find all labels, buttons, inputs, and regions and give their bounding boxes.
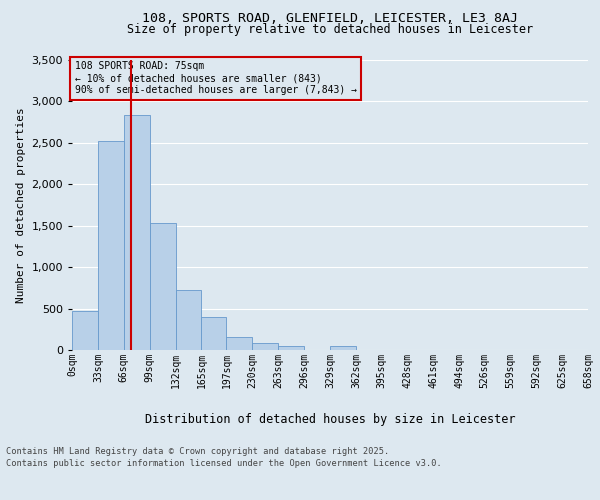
Text: Distribution of detached houses by size in Leicester: Distribution of detached houses by size … [145, 412, 515, 426]
Bar [330, 346, 356, 350]
Bar [253, 343, 278, 350]
Bar [278, 346, 304, 350]
Bar [98, 141, 124, 350]
Text: Contains public sector information licensed under the Open Government Licence v3: Contains public sector information licen… [6, 459, 442, 468]
Text: 108 SPORTS ROAD: 75sqm
← 10% of detached houses are smaller (843)
90% of semi-de: 108 SPORTS ROAD: 75sqm ← 10% of detached… [74, 62, 356, 94]
Bar [124, 114, 149, 350]
Bar [72, 311, 98, 350]
Text: 108, SPORTS ROAD, GLENFIELD, LEICESTER, LE3 8AJ: 108, SPORTS ROAD, GLENFIELD, LEICESTER, … [142, 12, 518, 26]
Bar [202, 317, 226, 350]
Y-axis label: Number of detached properties: Number of detached properties [16, 107, 26, 303]
Bar [149, 223, 176, 350]
Text: Size of property relative to detached houses in Leicester: Size of property relative to detached ho… [127, 23, 533, 36]
Bar [176, 290, 202, 350]
Text: Contains HM Land Registry data © Crown copyright and database right 2025.: Contains HM Land Registry data © Crown c… [6, 448, 389, 456]
Bar [226, 337, 253, 350]
